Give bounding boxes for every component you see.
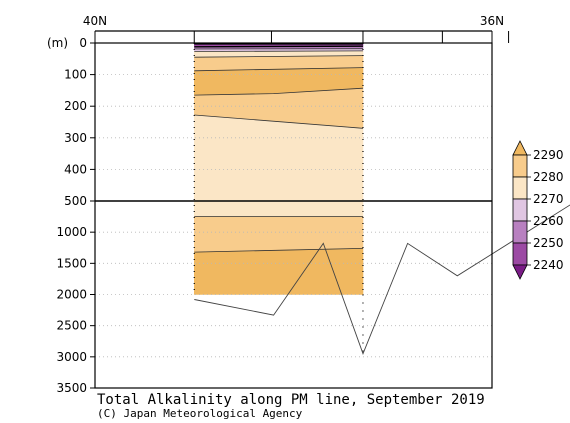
y-tick-label-100: 100 bbox=[64, 68, 87, 82]
band-above-2290-10 bbox=[194, 248, 364, 295]
plot-frame bbox=[94, 42, 493, 389]
contour-2250-1 bbox=[194, 45, 364, 48]
colorbar-label-2250: 2250 bbox=[533, 236, 564, 250]
y-axis-ticks: 0 100 200 300 400 500 1000 1500 2000 2500 3000 3500 bbox=[56, 36, 95, 395]
top-latitude-axis: 40N 36N bbox=[83, 14, 510, 43]
chart-credit: (C) Japan Meteorological Agency bbox=[97, 407, 303, 420]
contour-2280-4 bbox=[194, 55, 364, 58]
colorbar-label-2270: 2270 bbox=[533, 192, 564, 206]
y-tick-label-1000: 1000 bbox=[56, 225, 87, 239]
bottom-topography bbox=[194, 204, 570, 355]
y-tick-label-3000: 3000 bbox=[56, 350, 87, 364]
top-axis-label-36n: 36N bbox=[480, 14, 504, 28]
contour-2280-9 bbox=[194, 248, 364, 253]
colorbar-segment-2250-2260 bbox=[512, 220, 528, 244]
contour-lines bbox=[194, 43, 364, 253]
colorbar-label-2240: 2240 bbox=[533, 258, 564, 272]
y-tick-label-0: 0 bbox=[79, 36, 87, 50]
colorbar-bottom-arrow bbox=[512, 264, 528, 280]
contour-2280-6 bbox=[194, 87, 364, 96]
top-axis-ticks bbox=[94, 31, 510, 43]
y-tick-label-300: 300 bbox=[64, 131, 87, 145]
band-2280-2290-9 bbox=[194, 216, 364, 253]
colorbar-label-2290: 2290 bbox=[533, 148, 564, 162]
contour-2270-7 bbox=[194, 114, 364, 129]
contour-2270-3 bbox=[194, 50, 364, 52]
colorbar-segment-2270-2280 bbox=[512, 176, 528, 200]
colorbar: 2290 2280 2270 2260 2250 2240 bbox=[512, 140, 564, 280]
y-tick-label-200: 200 bbox=[64, 99, 87, 113]
y-axis-unit-label: (m) bbox=[47, 36, 68, 50]
colorbar-segment-2260-2270 bbox=[512, 198, 528, 222]
y-tick-label-400: 400 bbox=[64, 162, 87, 176]
colorbar-segment-2280-2290 bbox=[512, 154, 528, 178]
contour-2290-5 bbox=[194, 67, 364, 72]
y-tick-label-500: 500 bbox=[64, 194, 87, 208]
colorbar-segment-2240-2250 bbox=[512, 242, 528, 266]
y-tick-label-3500: 3500 bbox=[56, 381, 87, 395]
bottom-topography-line bbox=[194, 204, 570, 355]
y-tick-label-2000: 2000 bbox=[56, 288, 87, 302]
y-tick-label-2500: 2500 bbox=[56, 319, 87, 333]
top-axis-label-40n: 40N bbox=[83, 14, 107, 28]
chart-title: Total Alkalinity along PM line, Septembe… bbox=[97, 392, 485, 408]
colorbar-label-2260: 2260 bbox=[533, 214, 564, 228]
contour-bands bbox=[194, 42, 364, 295]
colorbar-label-2280: 2280 bbox=[533, 170, 564, 184]
y-tick-label-1500: 1500 bbox=[56, 256, 87, 270]
